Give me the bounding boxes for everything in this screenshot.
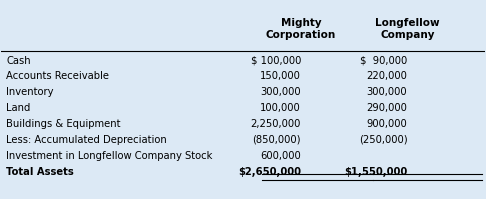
Text: Mighty
Corporation: Mighty Corporation: [266, 18, 336, 40]
Text: Accounts Receivable: Accounts Receivable: [6, 71, 109, 81]
Text: Longfellow
Company: Longfellow Company: [375, 18, 440, 40]
Text: Total Assets: Total Assets: [6, 167, 74, 177]
Text: Land: Land: [6, 103, 31, 113]
Text: 220,000: 220,000: [366, 71, 407, 81]
Text: 150,000: 150,000: [260, 71, 301, 81]
Text: 900,000: 900,000: [366, 119, 407, 129]
Text: 100,000: 100,000: [260, 103, 301, 113]
Text: $ 100,000: $ 100,000: [251, 56, 301, 65]
Text: 600,000: 600,000: [260, 151, 301, 161]
Text: $  90,000: $ 90,000: [360, 56, 407, 65]
Text: (250,000): (250,000): [359, 135, 407, 145]
Text: Inventory: Inventory: [6, 87, 54, 97]
Text: $2,650,000: $2,650,000: [238, 167, 301, 177]
Text: $1,550,000: $1,550,000: [344, 167, 407, 177]
Text: Less: Accumulated Depreciation: Less: Accumulated Depreciation: [6, 135, 167, 145]
Text: 2,250,000: 2,250,000: [251, 119, 301, 129]
Text: Investment in Longfellow Company Stock: Investment in Longfellow Company Stock: [6, 151, 212, 161]
Text: 300,000: 300,000: [260, 87, 301, 97]
Text: Buildings & Equipment: Buildings & Equipment: [6, 119, 121, 129]
Text: 290,000: 290,000: [366, 103, 407, 113]
Text: 300,000: 300,000: [366, 87, 407, 97]
Text: Cash: Cash: [6, 56, 31, 65]
Text: (850,000): (850,000): [253, 135, 301, 145]
